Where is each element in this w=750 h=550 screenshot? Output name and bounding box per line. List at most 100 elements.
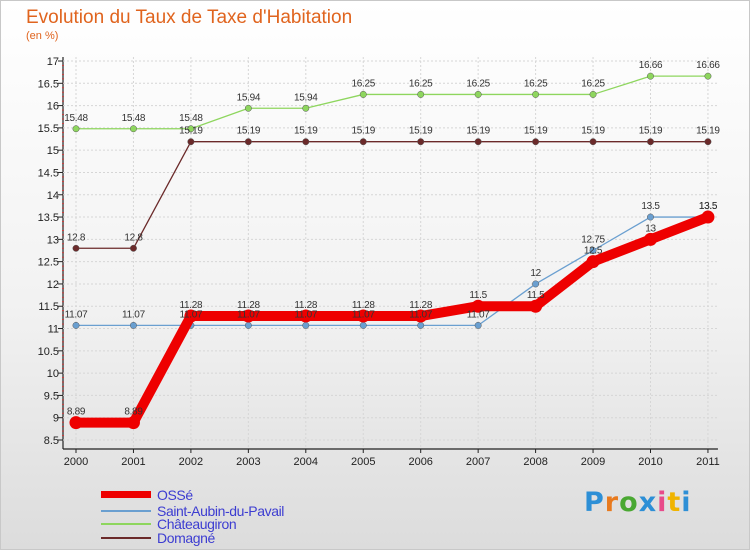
data-point-chateaugiron xyxy=(417,90,425,98)
data-label-saint-aubin-du-pavail: 11.07 xyxy=(122,309,146,320)
data-point-chateaugiron xyxy=(302,104,310,112)
legend-swatch-chateaugiron xyxy=(101,522,151,525)
data-point-osse xyxy=(586,255,600,269)
data-point-chateaugiron xyxy=(532,90,540,98)
x-tick-label: 2010 xyxy=(638,456,662,468)
x-tick-label: 2009 xyxy=(581,456,605,468)
series-line-chateaugiron xyxy=(75,75,709,130)
data-point-domagne xyxy=(647,138,654,146)
data-label-chateaugiron: 15.94 xyxy=(294,92,318,103)
data-point-domagne xyxy=(532,138,540,146)
legend-label-domagne: Domagné xyxy=(157,529,215,546)
data-label-osse: 11.28 xyxy=(409,300,433,311)
y-tick-label: 16 xyxy=(47,101,59,113)
x-tick-label: 2000 xyxy=(64,456,88,468)
data-point-chateaugiron xyxy=(647,72,654,80)
data-label-osse: 11.5 xyxy=(527,290,545,301)
data-label-osse: 11.5 xyxy=(469,290,487,301)
data-point-saint-aubin-du-pavail xyxy=(72,321,80,329)
data-label-chateaugiron: 15.94 xyxy=(237,92,261,103)
data-point-chateaugiron xyxy=(589,90,597,98)
logo-letter: i xyxy=(681,487,692,518)
data-label-osse: 11.28 xyxy=(180,300,204,311)
data-label-domagne: 15.19 xyxy=(466,126,490,137)
logo-letter: i xyxy=(657,487,668,518)
y-tick-label: 9 xyxy=(53,413,59,425)
data-label-saint-aubin-du-pavail: 11.07 xyxy=(467,309,491,320)
proxiti-logo: Proxiti xyxy=(584,487,692,518)
data-point-domagne xyxy=(302,138,310,146)
data-label-domagne: 15.19 xyxy=(179,126,203,137)
y-tick-label: 12 xyxy=(47,279,59,291)
logo-letter: P xyxy=(584,487,605,518)
data-label-saint-aubin-du-pavail: 12 xyxy=(530,268,541,279)
data-label-chateaugiron: 16.66 xyxy=(696,60,720,71)
data-label-saint-aubin-du-pavail: 11.07 xyxy=(294,309,318,320)
data-point-domagne xyxy=(589,138,597,146)
data-point-saint-aubin-du-pavail xyxy=(359,321,367,329)
data-point-chateaugiron xyxy=(187,125,195,133)
data-label-osse: 13 xyxy=(645,223,656,234)
data-point-osse xyxy=(184,309,198,323)
legend-label-chateaugiron: Châteaugiron xyxy=(157,515,237,532)
chart-unit-label: (en %) xyxy=(26,30,59,42)
data-label-domagne: 15.19 xyxy=(639,126,663,137)
y-tick-label: 17 xyxy=(47,56,59,68)
data-label-saint-aubin-du-pavail: 11.07 xyxy=(237,309,261,320)
data-label-osse: 11.28 xyxy=(352,300,376,311)
data-label-saint-aubin-du-pavail: 13.5 xyxy=(699,201,718,212)
data-label-domagne: 15.19 xyxy=(524,126,548,137)
data-point-chateaugiron xyxy=(130,125,137,133)
data-label-chateaugiron: 16.25 xyxy=(351,78,375,89)
data-label-saint-aubin-du-pavail: 11.07 xyxy=(65,309,89,320)
y-tick-label: 13.5 xyxy=(38,212,59,224)
data-point-chateaugiron xyxy=(474,90,482,98)
data-point-osse xyxy=(414,309,428,323)
x-tick-label: 2001 xyxy=(121,456,145,468)
data-label-osse: 11.28 xyxy=(294,300,318,311)
data-point-domagne xyxy=(359,138,367,146)
chart-title: Evolution du Taux de Taxe d'Habitation xyxy=(26,7,353,28)
logo-letter: o xyxy=(619,487,639,518)
y-tick-label: 16.5 xyxy=(38,78,59,90)
data-point-saint-aubin-du-pavail xyxy=(130,321,137,329)
data-label-saint-aubin-du-pavail: 11.07 xyxy=(352,309,376,320)
data-label-chateaugiron: 15.48 xyxy=(122,113,146,124)
data-label-chateaugiron: 15.48 xyxy=(179,113,203,124)
data-point-domagne xyxy=(244,138,252,146)
legend-label-osse: OSSé xyxy=(157,486,193,503)
data-label-saint-aubin-du-pavail: 13.5 xyxy=(641,201,660,212)
y-tick-label: 15 xyxy=(47,145,59,157)
data-point-saint-aubin-du-pavail xyxy=(244,321,252,329)
data-label-saint-aubin-du-pavail: 12.75 xyxy=(581,235,605,246)
y-tick-label: 12.5 xyxy=(38,257,59,269)
y-tick-label: 9.5 xyxy=(44,390,59,402)
data-point-domagne xyxy=(704,138,712,146)
data-point-domagne xyxy=(187,138,195,146)
x-tick-label: 2005 xyxy=(351,456,375,468)
logo-letter: t xyxy=(667,487,682,518)
data-point-osse xyxy=(299,309,313,323)
y-tick-label: 8.5 xyxy=(44,435,59,447)
data-point-osse xyxy=(69,416,83,430)
data-point-domagne xyxy=(72,244,80,252)
data-point-saint-aubin-du-pavail xyxy=(417,321,425,329)
legend-item-saint-aubin: Saint-Aubin-du-Pavail xyxy=(101,503,284,519)
y-tick-label: 15.5 xyxy=(38,123,59,135)
x-tick-label: 2003 xyxy=(236,456,260,468)
data-label-domagne: 12.8 xyxy=(124,232,143,243)
data-label-domagne: 15.19 xyxy=(351,126,375,137)
data-point-chateaugiron xyxy=(244,104,252,112)
y-tick-label: 10 xyxy=(47,368,59,380)
logo-letter: r xyxy=(604,487,620,518)
series-lines xyxy=(69,72,715,430)
data-label-domagne: 15.19 xyxy=(696,126,720,137)
data-point-domagne xyxy=(130,244,137,252)
y-tick-label: 11.5 xyxy=(38,301,59,313)
data-point-saint-aubin-du-pavail xyxy=(302,321,310,329)
data-point-osse xyxy=(529,299,543,313)
data-label-chateaugiron: 15.48 xyxy=(64,113,88,124)
data-label-osse: 11.28 xyxy=(237,300,261,311)
